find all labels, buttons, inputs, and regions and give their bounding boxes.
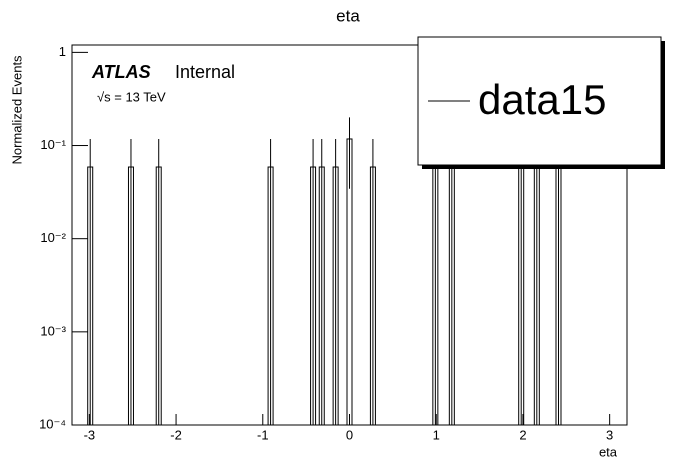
y-tick-label: 10⁻¹	[40, 137, 66, 152]
frame	[71, 44, 628, 426]
x-axis-label: eta	[599, 444, 618, 459]
chart-title: eta	[336, 6, 360, 25]
x-tick-label: -3	[84, 427, 96, 442]
x-tick-label: 1	[433, 427, 440, 442]
legend: data15	[417, 36, 665, 169]
x-tick-label: -2	[170, 427, 182, 442]
y-tick-label: 10⁻⁴	[39, 416, 66, 431]
internal-label: Internal	[175, 62, 235, 82]
energy-label: √s = 13 TeV	[97, 89, 166, 104]
x-tick-label: 3	[606, 427, 613, 442]
y-axis-label: Normalized Events	[9, 55, 24, 165]
y-tick-label: 1	[59, 44, 66, 59]
y-tick-label: 10⁻³	[40, 323, 66, 338]
y-tick-label: 10⁻²	[40, 230, 66, 245]
x-tick-label: 2	[519, 427, 526, 442]
x-tick-label: -1	[257, 427, 269, 442]
x-tick-label: 0	[346, 427, 353, 442]
legend-label: data15	[478, 76, 606, 123]
atlas-label: ATLAS	[91, 62, 151, 82]
